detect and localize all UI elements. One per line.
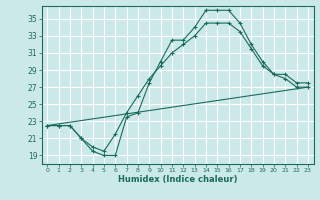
X-axis label: Humidex (Indice chaleur): Humidex (Indice chaleur) bbox=[118, 175, 237, 184]
